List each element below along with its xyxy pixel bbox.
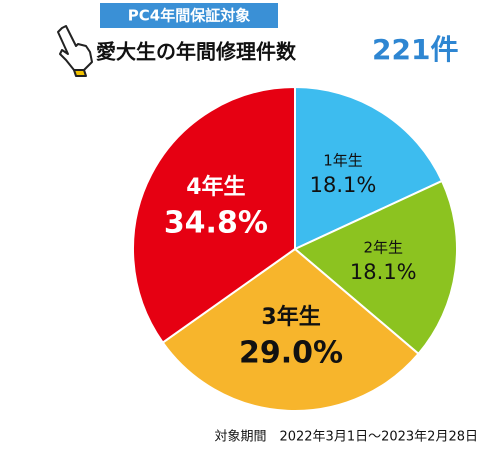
slice-label: 1年生 <box>323 151 363 169</box>
slice-label: 3年生 <box>261 304 320 330</box>
slice-value-label: 18.1% <box>350 260 417 284</box>
total-count: 221件 <box>372 33 458 66</box>
chart-title: 愛大生の年間修理件数 <box>96 40 297 64</box>
pie-slice <box>293 179 458 356</box>
slice-value-label: 34.8% <box>164 206 268 241</box>
footnote: 対象期間 2022年3月1日～2023年2月28日 <box>214 430 478 445</box>
pie-slice <box>161 247 420 412</box>
pointer-icon <box>57 25 93 77</box>
slice-label: 4年生 <box>186 174 245 200</box>
slice-value-label: 29.0% <box>239 336 343 371</box>
pie-slice <box>294 85 444 251</box>
badge-background <box>100 3 278 28</box>
badge: PC4年間保証対象 <box>128 7 250 25</box>
pie-slice <box>132 85 296 344</box>
slice-label: 2年生 <box>364 238 404 256</box>
slice-value-label: 18.1% <box>310 173 377 197</box>
